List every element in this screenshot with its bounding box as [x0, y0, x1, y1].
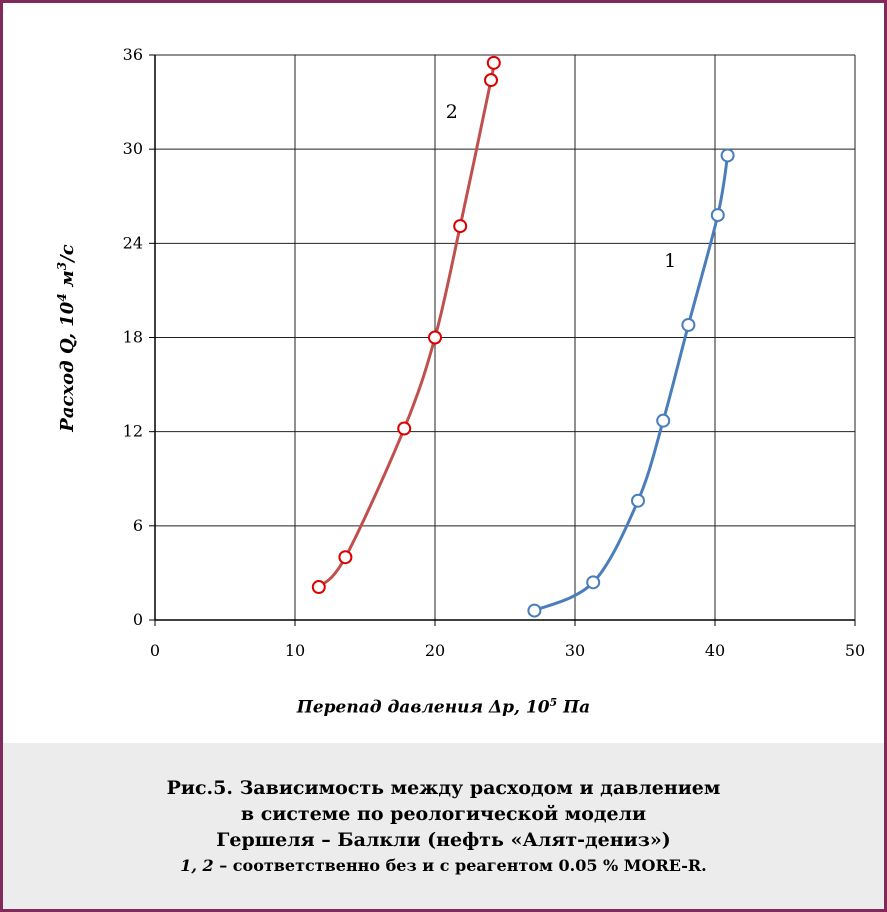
x-tick-label: 20: [425, 641, 445, 660]
series-2-point: [397, 421, 412, 436]
series-line-1: [533, 155, 730, 612]
x-tick-label: 30: [565, 641, 585, 660]
series-2-point: [428, 330, 442, 345]
y-axis-label: Расход Q, 104м3/с: [55, 244, 78, 432]
grid: [154, 54, 856, 621]
series-1-point: [656, 413, 671, 428]
y-tick-label: 30: [123, 139, 143, 158]
curve-labels: 12: [446, 101, 676, 272]
caption-note: 1, 2 – соответственно без и с реагентом …: [180, 856, 707, 875]
curve-label-2: 2: [446, 101, 458, 123]
series-2-point: [453, 219, 468, 234]
figure-caption: Рис.5. Зависимость между расходом и давл…: [3, 743, 884, 909]
caption-line-2: в системе по реологической модели: [240, 803, 647, 825]
y-tick-label: 36: [123, 45, 143, 64]
curve-label-1: 1: [664, 250, 676, 272]
series-1-point: [681, 317, 696, 332]
series-1-point: [586, 575, 601, 590]
series-2-point: [338, 550, 353, 565]
x-tick-label: 0: [150, 641, 160, 660]
y-tick-label: 12: [123, 422, 143, 441]
series-1-point: [527, 603, 542, 618]
caption-line-3: Гершеля – Балкли (нефть «Алят-дениз»): [216, 829, 671, 851]
series-2-point: [484, 73, 498, 88]
x-axis-label: Перепад давления Δp, 105 Па: [296, 696, 591, 718]
y-tick-label: 0: [133, 610, 143, 629]
x-tick-label: 50: [845, 641, 865, 660]
series-1-point: [720, 148, 735, 163]
series-1-point: [710, 208, 725, 223]
series-2-point: [486, 55, 501, 70]
series: [311, 55, 735, 618]
series-2-point: [311, 580, 326, 595]
x-tick-label: 40: [705, 641, 725, 660]
series-1-point: [631, 493, 645, 508]
y-tick-label: 24: [123, 233, 143, 252]
x-tick-label: 10: [285, 641, 305, 660]
series-line-2: [317, 60, 496, 589]
y-tick-label: 6: [133, 516, 143, 535]
caption-line-1: Рис.5. Зависимость между расходом и давл…: [166, 777, 721, 799]
y-tick-label: 18: [123, 328, 143, 347]
